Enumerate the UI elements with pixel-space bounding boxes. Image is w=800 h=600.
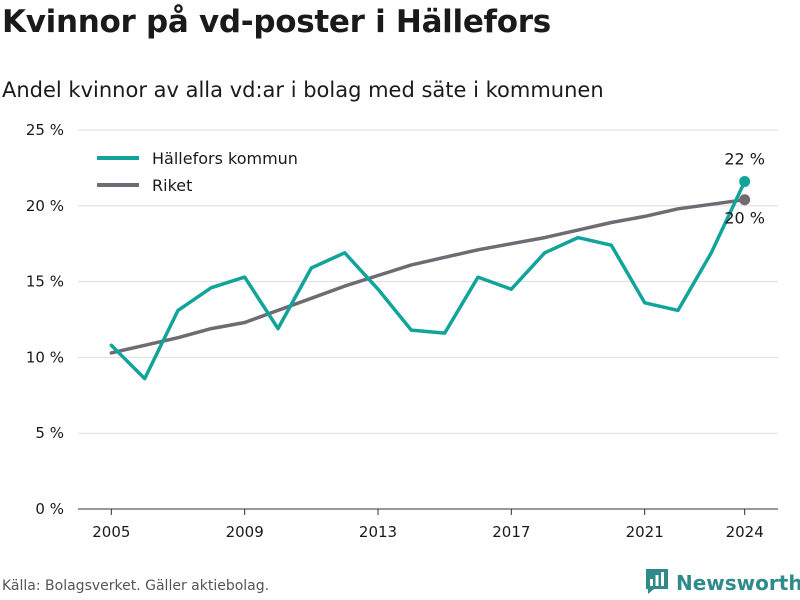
- x-tick-label: 2024: [726, 523, 764, 541]
- bar-chart-logo-icon: [644, 567, 670, 599]
- chart-title: Kvinnor på vd-poster i Hällefors: [2, 4, 551, 40]
- y-tick-label: 10 %: [26, 348, 64, 366]
- y-tick-label: 20 %: [26, 197, 64, 215]
- end-markers: 20 % 22 %: [724, 150, 765, 228]
- y-tick-label: 25 %: [26, 121, 64, 139]
- legend: Hällefors kommun Riket: [97, 149, 298, 195]
- x-axis: 2005 2009 2013 2017 2021 2024: [92, 509, 764, 541]
- series-line-riket: [109, 197, 747, 355]
- x-tick-label: 2021: [626, 523, 664, 541]
- series-line-hallefors: [109, 179, 747, 381]
- series-lines: [109, 179, 747, 381]
- y-tick-label: 5 %: [35, 424, 64, 442]
- y-tick-label: 0 %: [35, 500, 64, 518]
- x-tick-label: 2013: [359, 523, 397, 541]
- x-tick-label: 2017: [492, 523, 530, 541]
- end-value-label: 22 %: [724, 150, 765, 169]
- x-tick-label: 2005: [92, 523, 130, 541]
- legend-label: Hällefors kommun: [152, 149, 298, 168]
- y-axis: 0 % 5 % 10 % 15 % 20 % 25 %: [26, 121, 64, 518]
- legend-label: Riket: [152, 176, 192, 195]
- end-point-riket: [739, 194, 751, 206]
- brand-name: Newsworthy: [676, 571, 800, 595]
- chart-subtitle: Andel kvinnor av alla vd:ar i bolag med …: [2, 78, 604, 102]
- grid: [78, 129, 778, 510]
- x-tick-label: 2009: [226, 523, 264, 541]
- end-value-label: 20 %: [724, 209, 765, 228]
- brand-logo[interactable]: Newsworthy: [644, 568, 800, 598]
- source-note: Källa: Bolagsverket. Gäller aktiebolag.: [2, 578, 270, 594]
- end-point-hallefors: [739, 176, 751, 188]
- y-tick-label: 15 %: [26, 273, 64, 291]
